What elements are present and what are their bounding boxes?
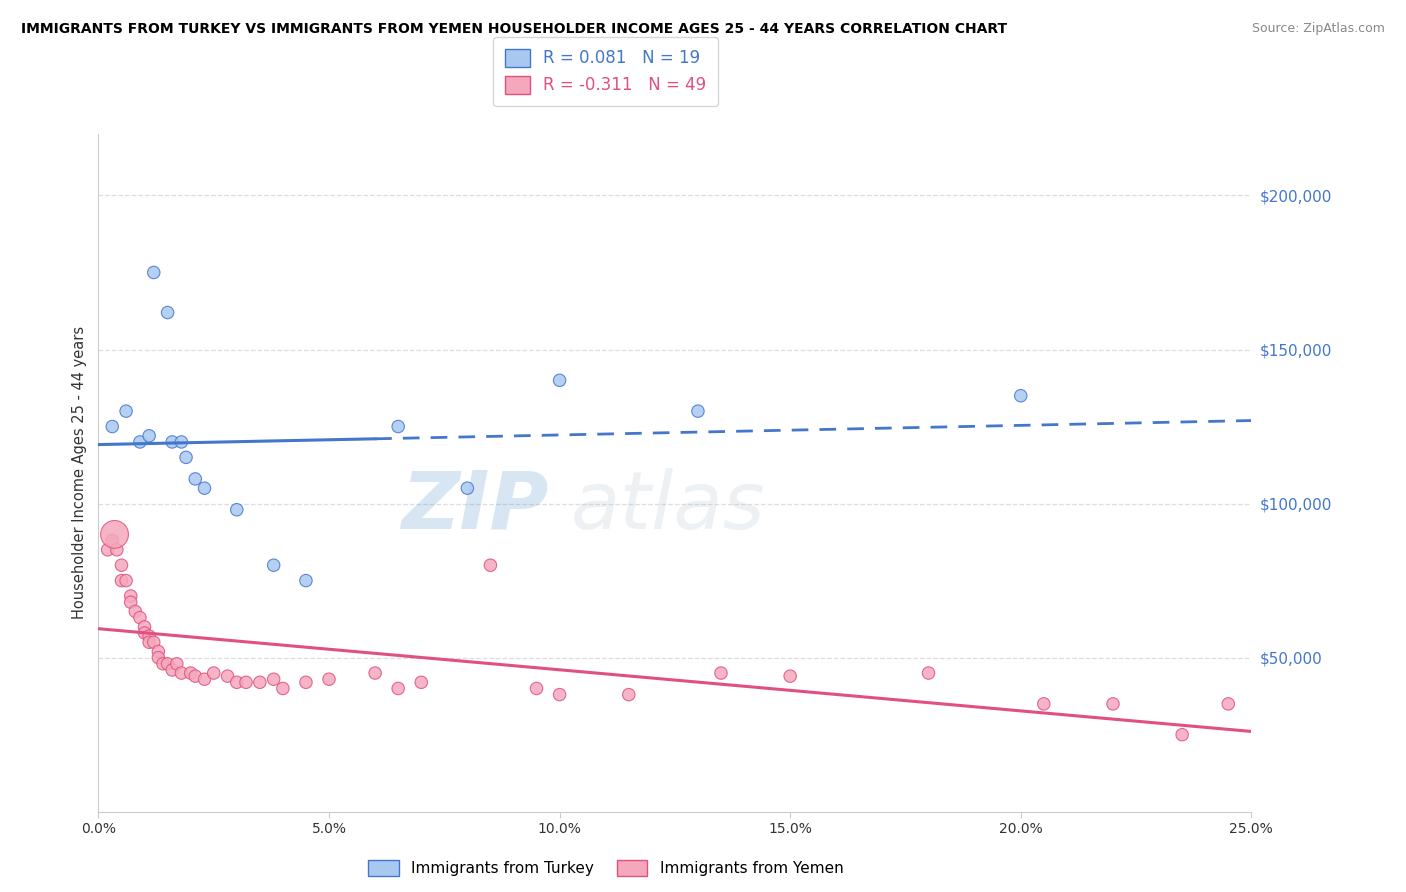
Point [110,558,132,573]
Point [1032,697,1054,711]
Point [148,650,170,665]
Point [548,373,571,387]
Point [129,610,152,624]
Point [184,669,207,683]
Point [138,629,160,643]
Point [170,666,193,681]
Point [779,669,801,683]
Point [1010,389,1032,403]
Point [193,481,215,495]
Point [148,644,170,658]
Point [115,404,138,418]
Text: Source: ZipAtlas.com: Source: ZipAtlas.com [1251,22,1385,36]
Point [152,657,174,671]
Point [387,681,409,696]
Point [1218,697,1240,711]
Point [103,527,125,541]
Point [110,574,132,588]
Point [134,626,156,640]
Point [170,434,193,449]
Point [120,589,142,603]
Point [180,666,202,681]
Point [101,533,124,548]
Y-axis label: Householder Income Ages 25 - 44 years: Householder Income Ages 25 - 44 years [72,326,87,619]
Point [193,672,215,686]
Point [142,635,165,649]
Point [166,657,188,671]
Point [295,574,318,588]
Point [456,481,478,495]
Point [156,657,179,671]
Point [526,681,548,696]
Text: atlas: atlas [571,467,766,546]
Point [105,542,128,557]
Point [225,675,247,690]
Point [1171,728,1194,742]
Point [160,434,183,449]
Point [318,672,340,686]
Point [156,305,179,319]
Point [235,675,257,690]
Point [617,688,640,702]
Point [115,574,138,588]
Point [101,419,124,434]
Point [124,604,146,618]
Text: IMMIGRANTS FROM TURKEY VS IMMIGRANTS FROM YEMEN HOUSEHOLDER INCOME AGES 25 - 44 : IMMIGRANTS FROM TURKEY VS IMMIGRANTS FRO… [21,22,1007,37]
Point [120,595,142,609]
Point [295,675,318,690]
Point [249,675,271,690]
Point [479,558,502,573]
Point [263,672,285,686]
Point [217,669,239,683]
Point [387,419,409,434]
Point [263,558,285,573]
Point [138,429,160,443]
Point [138,635,160,649]
Point [184,472,207,486]
Point [710,666,733,681]
Point [134,620,156,634]
Point [174,450,197,465]
Point [225,502,247,516]
Legend: Immigrants from Turkey, Immigrants from Yemen: Immigrants from Turkey, Immigrants from … [363,854,849,882]
Point [202,666,225,681]
Point [97,542,120,557]
Point [917,666,939,681]
Point [160,663,183,677]
Point [548,688,571,702]
Point [129,434,152,449]
Point [271,681,294,696]
Point [364,666,387,681]
Point [142,265,165,279]
Text: ZIP: ZIP [401,467,548,546]
Point [411,675,433,690]
Point [686,404,709,418]
Point [1102,697,1125,711]
